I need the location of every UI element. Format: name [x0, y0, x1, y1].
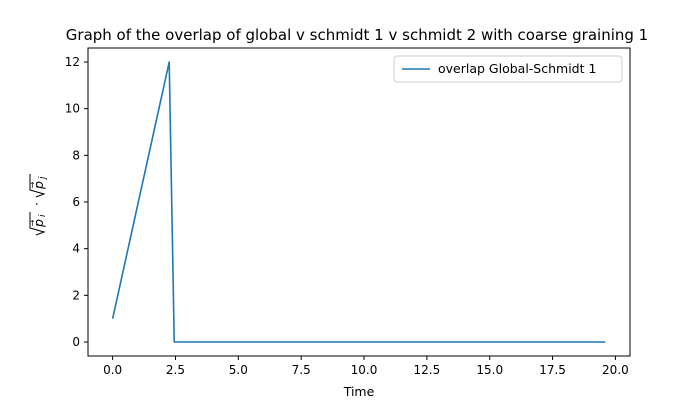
svg-text:p: p: [31, 181, 46, 190]
y-tick-label: 6: [72, 195, 80, 209]
x-tick-label: 17.5: [539, 363, 566, 377]
y-tick-label: 10: [65, 102, 80, 116]
x-tick-label: 5.0: [229, 363, 248, 377]
x-tick-label: 7.5: [292, 363, 311, 377]
svg-text:p: p: [31, 219, 46, 228]
x-tick-label: 0.0: [103, 363, 122, 377]
y-tick-label: 8: [72, 148, 80, 162]
plot-area: 0.0 2.5 5.0 7.5 10.0 12.5 15.0 17.5 20.0 0 2 4 6 8 10 1…: [65, 47, 631, 377]
svg-text:j: j: [38, 176, 48, 181]
svg-text:→: →: [28, 181, 37, 188]
y-tick-label: 4: [72, 242, 80, 256]
y-tick-label: 2: [72, 288, 80, 302]
x-tick-label: 10.0: [351, 363, 378, 377]
series-line: [111, 61, 606, 343]
legend-box: [393, 55, 623, 83]
svg-text:i: i: [38, 214, 48, 217]
legend-label: overlap Global-Schmidt 1: [438, 61, 596, 76]
x-tick-label: 15.0: [476, 363, 503, 377]
y-axis-label-group: p i → · p j →: [28, 174, 48, 236]
x-tick-label: 12.5: [414, 363, 441, 377]
y-tick-label: 0: [72, 335, 80, 349]
x-tick-label: 20.0: [602, 363, 629, 377]
x-tick-label: 2.5: [166, 363, 185, 377]
svg-text:→: →: [28, 219, 37, 226]
y-tick-label: 12: [65, 55, 80, 69]
y-axis-label: p i → · p j →: [28, 174, 48, 236]
svg-text:·: ·: [29, 202, 44, 206]
x-axis-label: Time: [343, 384, 375, 399]
chart-title: Graph of the overlap of global v schmidt…: [66, 26, 648, 44]
